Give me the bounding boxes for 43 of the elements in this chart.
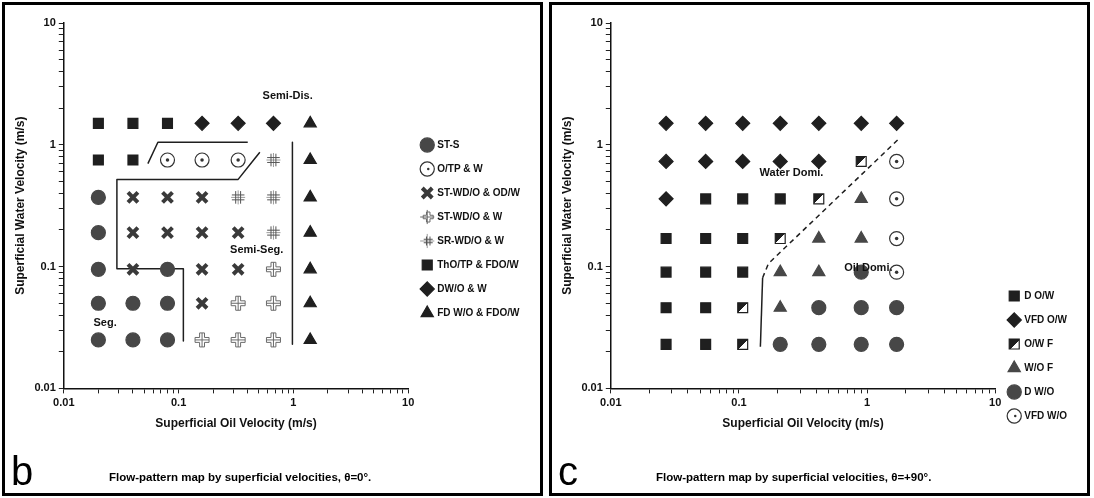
x-axis-title: Superficial Oil Velocity (m/s) — [722, 416, 884, 431]
x-tick-label: 1 — [290, 396, 297, 409]
annotation: Semi-Seg. — [230, 242, 284, 255]
x-tick-label: 10 — [402, 396, 415, 409]
y-axis-title: Superficial Water Velocity (m/s) — [559, 116, 574, 295]
legend-label: DW/O & W — [437, 282, 488, 294]
x-tick-label: 0.1 — [731, 396, 747, 409]
text: Flow-pattern map by superficial velocities, θ=0°. — [109, 471, 372, 483]
text: b — [11, 449, 35, 493]
y-tick-label: 10 — [590, 16, 603, 29]
y-tick-label: 10 — [43, 16, 56, 29]
legend-label: FD W/O & FDO/W — [437, 306, 520, 318]
x-tick-label: 0.01 — [600, 396, 622, 409]
x-tick-label: 1 — [864, 396, 871, 409]
annotation: Water Domi. — [759, 165, 824, 178]
x-tick-label: 0.1 — [170, 396, 187, 409]
y-tick-label: 1 — [49, 137, 56, 150]
legend-label: VFD O/W — [1024, 313, 1068, 325]
x-axis-title: Superficial Oil Velocity (m/s) — [155, 416, 317, 431]
legend-label: ST-WD/O & W — [437, 210, 503, 222]
y-tick-label: 0.1 — [587, 259, 603, 272]
legend-label: O/TP & W — [437, 162, 484, 174]
y-axis-title: Superficial Water Velocity (m/s) — [12, 116, 27, 295]
annotation: Semi-Dis. — [262, 89, 313, 102]
legend-label: W/O F — [1024, 361, 1054, 373]
y-tick-label: 0.01 — [34, 381, 56, 394]
y-tick-label: 0.1 — [40, 259, 56, 272]
annotation: Oil Domi. — [844, 260, 893, 273]
legend-label: D W/O — [1024, 385, 1055, 397]
legend-label: D O/W — [1024, 289, 1055, 301]
x-tick-label: 0.01 — [53, 396, 75, 409]
legend-label: SR-WD/O & W — [437, 234, 505, 246]
annotation: Seg. — [93, 315, 117, 328]
legend-label: ST-WD/O & OD/W — [437, 186, 521, 198]
legend-label: ST-S — [437, 138, 460, 150]
legend-label: ThO/TP & FDO/W — [437, 258, 520, 270]
text: Flow-pattern map by superficial velocities, θ=+90°. — [656, 471, 932, 483]
y-tick-label: 1 — [596, 137, 603, 150]
x-tick-label: 10 — [989, 396, 1002, 409]
legend-label: O/W F — [1024, 337, 1054, 349]
legend-label: VFD W/O — [1024, 409, 1068, 421]
y-tick-label: 0.01 — [581, 381, 603, 394]
text: c — [558, 449, 579, 493]
